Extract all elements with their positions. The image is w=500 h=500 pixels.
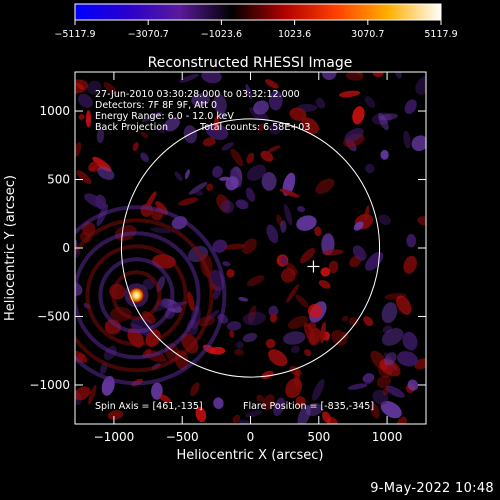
y-tick-label: 0	[62, 241, 70, 255]
colorbar-tick-label: 5117.9	[424, 29, 457, 40]
plot-area	[74, 71, 427, 425]
spin-axis-marker	[307, 260, 320, 273]
image-texture	[75, 72, 426, 424]
annotation-flare-position: Flare Position = [-835,-345]	[243, 401, 374, 412]
chart-title: Reconstructed RHESSI Image	[148, 55, 353, 71]
y-tick-label: 1000	[39, 104, 70, 118]
x-tick-label: 1000	[372, 430, 403, 444]
x-tick-label: −1000	[94, 430, 135, 444]
colorbar-tick-label: −3070.7	[128, 29, 169, 40]
annotation-time-range: 27-Jun-2010 03:30:28.000 to 03:32:12.000	[95, 89, 300, 100]
y-tick-labels: 1000 500 0 −500 −1000	[29, 104, 70, 392]
x-tick-labels: −1000 −500 0 500 1000	[94, 430, 403, 444]
solar-disk-limb	[120, 118, 381, 378]
footer-timestamp: 9-May-2022 10:48	[370, 481, 494, 496]
colorbar-bar	[74, 3, 442, 21]
annotation-method: Back Projection	[95, 122, 168, 133]
annotations: 27-Jun-2010 03:30:28.000 to 03:32:12.000…	[95, 89, 374, 412]
axis-ticks	[75, 72, 426, 424]
y-tick-label: −1000	[29, 378, 70, 392]
x-tick-label: 0	[247, 430, 255, 444]
colorbar: −5117.9 −3070.7 −1023.6 1023.6 3070.7 5117.9	[54, 3, 458, 40]
y-axis-label: Heliocentric Y (arcsec)	[3, 175, 18, 321]
colorbar-tick-label: −1023.6	[201, 29, 242, 40]
colorbar-ticks: −5117.9 −3070.7 −1023.6 1023.6 3070.7 5117.9	[54, 20, 458, 40]
y-tick-label: 500	[47, 173, 70, 187]
colorbar-tick-label: 1023.6	[278, 29, 311, 40]
colorbar-tick-label: 3070.7	[351, 29, 384, 40]
annotation-energy-range: Energy Range: 6.0 - 12.0 keV	[95, 111, 234, 122]
x-axis-label: Heliocentric X (arcsec)	[177, 448, 324, 463]
colorbar-tick-label: −5117.9	[54, 29, 95, 40]
annotation-total-counts: Total counts: 6.58E+03	[199, 122, 310, 133]
annotation-detectors: Detectors: 7F 8F 9F, Att 0	[95, 100, 217, 111]
x-tick-label: 500	[307, 430, 330, 444]
annotation-spin-axis: Spin Axis = [461,-135]	[95, 401, 203, 412]
x-tick-label: −500	[166, 430, 199, 444]
y-tick-label: −500	[37, 309, 70, 323]
